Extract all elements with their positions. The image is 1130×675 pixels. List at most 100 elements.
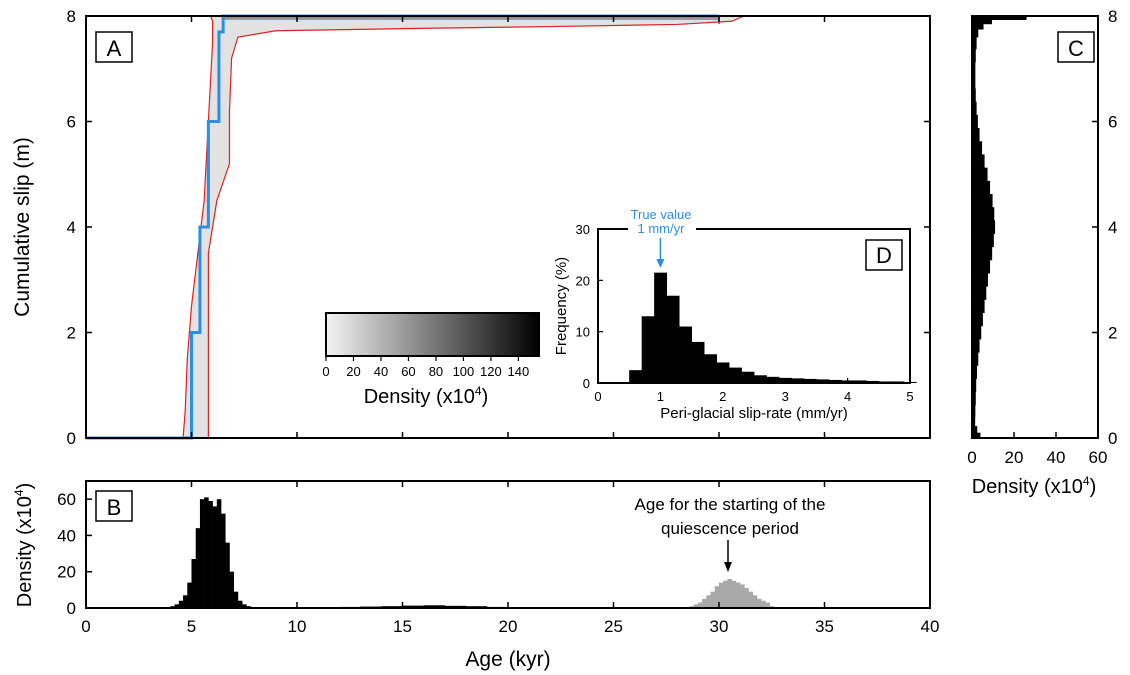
- x-tick-label: 30: [710, 617, 729, 636]
- histogram-bar: [972, 299, 985, 314]
- quiescence-bar: [740, 584, 745, 608]
- density-band-top: [223, 16, 719, 20]
- histogram-bar: [242, 604, 247, 608]
- colorbar-tick-label: 40: [374, 364, 388, 379]
- y-tick-label: 2: [67, 324, 76, 343]
- x-tick-label: 20: [1005, 448, 1024, 467]
- x-tick-label: 25: [604, 617, 623, 636]
- quiescence-bar: [697, 602, 703, 608]
- x-tick-label: 0: [967, 448, 976, 467]
- histogram-bar: [423, 605, 445, 608]
- panel-b-histogram: [166, 497, 775, 608]
- histogram-bar: [679, 326, 692, 383]
- panel-b-y-axis-title: Density (x104): [12, 483, 36, 608]
- histogram-bar: [208, 500, 213, 608]
- histogram-bar: [741, 371, 755, 383]
- y-tick-label: 4: [1108, 218, 1117, 237]
- histogram-bar: [972, 416, 976, 427]
- panel-b-label: B: [107, 495, 122, 520]
- quiescence-annotation-line1: Age for the starting of the: [635, 495, 826, 514]
- histogram-bar: [972, 207, 995, 221]
- arrow-head: [656, 259, 665, 268]
- x-tick-label: 40: [1047, 448, 1066, 467]
- histogram-bar: [972, 391, 976, 406]
- histogram-bar: [204, 497, 209, 608]
- y-tick-label: 0: [1108, 429, 1117, 448]
- panel-d-axes: 0 1 2 3 4 5 0 10 20 30: [576, 222, 914, 404]
- histogram-bar: [866, 380, 880, 383]
- x-tick-label: 60: [1089, 448, 1108, 467]
- histogram-bar: [195, 528, 201, 608]
- x-tick-label: 1: [657, 389, 664, 404]
- y-tick-label: 8: [67, 7, 76, 26]
- histogram-bar: [972, 365, 978, 379]
- histogram-bar: [972, 233, 994, 248]
- histogram-bar: [754, 375, 767, 383]
- panel-d-label-box: [865, 239, 903, 271]
- true-slip-step-line: [86, 14, 719, 440]
- histogram-bar: [237, 600, 243, 608]
- y-tick-label: 6: [1108, 113, 1117, 132]
- histogram-bar: [629, 370, 643, 383]
- x-tick-label: 5: [906, 389, 913, 404]
- y-tick-label: 0: [67, 599, 76, 618]
- histogram-bar: [972, 180, 991, 195]
- panel-b-axes: 0 20 40 60 0 5 10 15 20 25 30 35 40: [57, 481, 939, 636]
- quiescence-bar: [714, 586, 720, 608]
- colorbar-tick-label: 140: [508, 364, 530, 379]
- histogram-bar: [816, 379, 830, 383]
- histogram-bar: [972, 37, 977, 50]
- quiescence-bar: [693, 604, 699, 608]
- histogram-bar: [972, 378, 977, 393]
- histogram-bar: [972, 426, 978, 434]
- y-tick-label: 0: [67, 429, 76, 448]
- quiescence-bar: [719, 582, 724, 608]
- histogram-bar: [444, 605, 467, 608]
- colorbar-gradient: [325, 312, 540, 357]
- histogram-bar: [828, 379, 842, 383]
- histogram-bar: [972, 23, 984, 30]
- histogram-bar: [791, 378, 805, 383]
- x-tick-label: 4: [844, 389, 851, 404]
- y-tick-label: 4: [67, 218, 76, 237]
- colorbar-tick-label: 100: [453, 364, 475, 379]
- panel-d: 0 1 2 3 4 5 0 10 20 30 D Peri-glacial slip-rate (…: [553, 207, 917, 422]
- histogram-bar: [716, 362, 730, 383]
- colorbar-tick-label: 120: [480, 364, 502, 379]
- envelope-right-bound: [207, 15, 745, 438]
- quiescence-bar: [744, 588, 749, 608]
- histogram-bar: [641, 316, 655, 383]
- histogram-bar: [972, 75, 976, 89]
- panel-c-axes: 0 2 4 6 8 0 20 40 60: [967, 7, 1117, 467]
- histogram-bar: [972, 405, 976, 418]
- panel-d-histogram: [629, 272, 917, 383]
- density-colorbar: 0 20 40 60 80 100 120 140 Density (x104): [322, 312, 540, 408]
- y-tick-label: 60: [57, 490, 76, 509]
- histogram-bar: [853, 380, 867, 383]
- quiescence-bar: [702, 598, 707, 608]
- histogram-bar: [691, 341, 705, 383]
- arrow-head: [724, 562, 732, 572]
- x-tick-label: 20: [499, 617, 518, 636]
- histogram-bar: [229, 571, 234, 608]
- x-tick-label: 0: [594, 389, 601, 404]
- panel-a-y-axis-title: Cumulative slip (m): [11, 137, 34, 317]
- y-tick-label: 20: [57, 563, 76, 582]
- histogram-bar: [803, 378, 817, 383]
- quiescence-arrow: [724, 540, 732, 572]
- x-tick-label: 10: [288, 617, 307, 636]
- x-tick-label: 40: [921, 617, 940, 636]
- histogram-bar: [221, 513, 226, 608]
- quiescence-bar: [735, 582, 741, 608]
- quiescence-bar: [752, 595, 758, 608]
- histogram-bar: [972, 48, 976, 63]
- histogram-bar: [972, 19, 992, 25]
- histogram-bar: [174, 604, 180, 608]
- panel-c: 0 2 4 6 8 0 20 40 60 C Density (x104): [967, 7, 1117, 498]
- panel-b-label-box: [95, 490, 133, 522]
- panel-d-y-axis-title: Frequency (%): [553, 257, 570, 355]
- y-tick-label: 20: [576, 273, 590, 288]
- quiescence-bar: [710, 591, 716, 608]
